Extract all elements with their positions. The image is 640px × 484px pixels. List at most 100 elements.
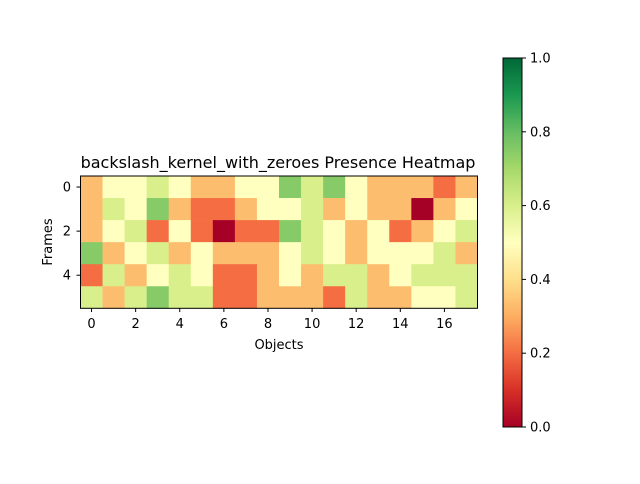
- heatmap-cell: [80, 264, 103, 287]
- heatmap-cell: [389, 220, 412, 243]
- heatmap-cell: [124, 286, 147, 309]
- y-axis-ticks: 0 2 4: [63, 181, 81, 284]
- heatmap-cell: [455, 220, 478, 243]
- heatmap-cell: [323, 264, 346, 287]
- heatmap-cell: [433, 264, 456, 287]
- heatmap-cell: [279, 286, 302, 309]
- heatmap-cell: [301, 220, 324, 243]
- heatmap-cell: [433, 242, 456, 265]
- colorbar-tick-label: 0.4: [530, 273, 551, 288]
- heatmap-cell: [124, 198, 147, 221]
- heatmap-cell: [301, 242, 324, 265]
- heatmap-cell: [455, 264, 478, 287]
- heatmap-cell: [80, 220, 103, 243]
- heatmap-cell: [146, 242, 170, 265]
- heatmap-cell: [389, 286, 412, 309]
- x-tick-label: 2: [131, 317, 139, 332]
- heatmap-cell: [455, 198, 478, 221]
- heatmap-cell: [212, 286, 236, 309]
- heatmap-cell: [301, 264, 324, 287]
- heatmap-cell: [367, 198, 390, 221]
- heatmap-cell: [102, 176, 125, 199]
- x-tick-label: 8: [264, 317, 272, 332]
- heatmap-cell: [323, 198, 346, 221]
- colorbar-ticks: 0.0 0.2 0.4 0.6 0.8 1.0: [522, 52, 551, 436]
- heatmap-cell: [234, 198, 258, 221]
- x-tick-label: 0: [87, 317, 95, 332]
- y-tick-label: 0: [63, 181, 71, 196]
- heatmap-cell: [146, 176, 170, 199]
- heatmap-cell: [411, 176, 434, 199]
- y-tick-label: 4: [63, 269, 71, 284]
- heatmap-cell: [234, 242, 258, 265]
- heatmap-cell: [433, 286, 456, 309]
- heatmap-cell: [212, 198, 236, 221]
- heatmap-cell: [433, 220, 456, 243]
- colorbar-tick-label: 0.2: [530, 347, 551, 362]
- heatmap-cell: [168, 220, 192, 243]
- heatmap-cell: [279, 220, 302, 243]
- x-tick-label: 6: [220, 317, 228, 332]
- heatmap-cell: [345, 198, 368, 221]
- heatmap-cell: [345, 286, 368, 309]
- heatmap-cell: [411, 264, 434, 287]
- heatmap-cell: [168, 198, 192, 221]
- heatmap-cell: [301, 176, 324, 199]
- heatmap-cell: [367, 220, 390, 243]
- colorbar-tick-label: 0.6: [530, 199, 551, 214]
- heatmap-cell: [256, 198, 280, 221]
- x-tick-label: 12: [348, 317, 365, 332]
- heatmap-cell: [168, 176, 192, 199]
- heatmap-cell: [102, 264, 125, 287]
- heatmap-cell: [389, 198, 412, 221]
- heatmap-cell: [345, 264, 368, 287]
- heatmap-cell: [345, 242, 368, 265]
- heatmap-cell: [301, 286, 324, 309]
- heatmap-cell: [212, 242, 236, 265]
- x-axis-ticks: 0 2 4 6 8 10 12 14 16: [87, 308, 453, 332]
- y-axis-label: Frames: [41, 218, 56, 266]
- heatmap-cell: [256, 220, 280, 243]
- plot-frame: [80, 175, 478, 309]
- heatmap-cells: [80, 176, 478, 309]
- heatmap-cell: [256, 264, 280, 287]
- heatmap-cell: [190, 264, 214, 287]
- heatmap-cell: [190, 286, 214, 309]
- heatmap-cell: [345, 176, 368, 199]
- heatmap-cell: [124, 264, 147, 287]
- heatmap-cell: [411, 198, 434, 221]
- heatmap-cell: [168, 264, 192, 287]
- heatmap-cell: [212, 176, 236, 199]
- heatmap-cell: [455, 176, 478, 199]
- colorbar: [502, 57, 523, 428]
- chart-title: backslash_kernel_with_zeroes Presence He…: [81, 153, 476, 173]
- heatmap-cell: [433, 176, 456, 199]
- heatmap-cell: [389, 242, 412, 265]
- heatmap-cell: [323, 220, 346, 243]
- heatmap-cell: [168, 242, 192, 265]
- x-tick-label: 14: [392, 317, 409, 332]
- heatmap-cell: [411, 286, 434, 309]
- heatmap-cell: [146, 286, 170, 309]
- heatmap-cell: [256, 242, 280, 265]
- heatmap-cell: [279, 198, 302, 221]
- heatmap-cell: [455, 242, 478, 265]
- heatmap-cell: [124, 242, 147, 265]
- heatmap-cell: [323, 242, 346, 265]
- heatmap-cell: [367, 242, 390, 265]
- heatmap-cell: [124, 220, 147, 243]
- heatmap-cell: [279, 264, 302, 287]
- heatmap-cell: [234, 286, 258, 309]
- heatmap-cell: [102, 242, 125, 265]
- heatmap-cell: [234, 220, 258, 243]
- heatmap-cell: [234, 176, 258, 199]
- heatmap-cell: [367, 264, 390, 287]
- heatmap-cell: [102, 220, 125, 243]
- heatmap-cell: [190, 176, 214, 199]
- x-tick-label: 4: [176, 317, 184, 332]
- heatmap-cell: [455, 286, 478, 309]
- heatmap-cell: [80, 198, 103, 221]
- x-axis-label: Objects: [254, 338, 303, 353]
- heatmap-cell: [433, 198, 456, 221]
- heatmap-cell: [168, 286, 192, 309]
